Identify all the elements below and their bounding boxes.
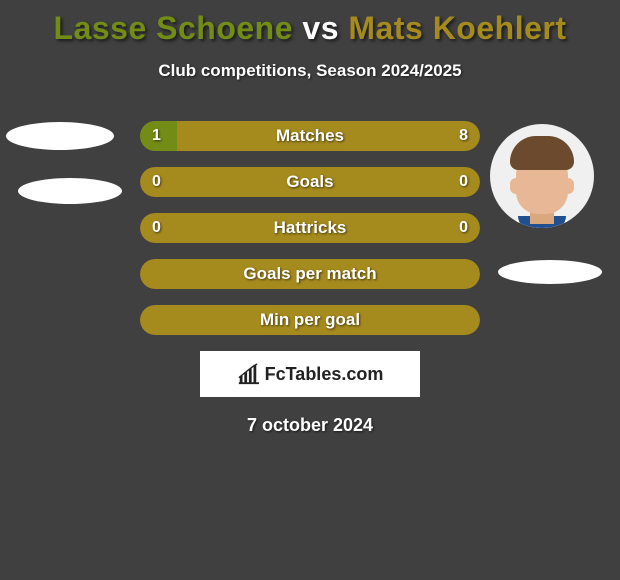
stat-value-left: 1 — [152, 121, 161, 151]
bar-chart-icon — [237, 363, 259, 385]
stat-label: Goals — [140, 167, 480, 197]
stat-label: Hattricks — [140, 213, 480, 243]
logo-text: FcTables.com — [265, 364, 384, 385]
stat-row: Goals0 0 — [140, 167, 480, 197]
stat-value-right: 8 — [459, 121, 468, 151]
comparison-title: Lasse Schoene vs Mats Koehlert — [0, 0, 620, 47]
stat-value-right: 0 — [459, 213, 468, 243]
title-player2: Mats Koehlert — [348, 10, 566, 46]
player2-face-illustration — [490, 124, 594, 228]
player2-avatar-placeholder — [498, 260, 602, 284]
player1-avatar-placeholder-1 — [6, 122, 114, 150]
stat-value-left: 0 — [152, 167, 161, 197]
title-vs: vs — [302, 10, 339, 46]
fctables-logo: FcTables.com — [200, 351, 420, 397]
stat-value-left: 0 — [152, 213, 161, 243]
stat-row: Goals per match — [140, 259, 480, 289]
date: 7 october 2024 — [0, 415, 620, 436]
stats-rows: Matches18Goals00Hattricks00Goals per mat… — [140, 121, 480, 335]
subtitle: Club competitions, Season 2024/2025 — [0, 61, 620, 81]
title-player1: Lasse Schoene — [54, 10, 294, 46]
stat-label: Goals per match — [140, 259, 480, 289]
player2-avatar — [490, 124, 594, 228]
stat-value-right: 0 — [459, 167, 468, 197]
stat-row: Matches1 8 — [140, 121, 480, 151]
stat-label: Min per goal — [140, 305, 480, 335]
stat-label: Matches — [140, 121, 480, 151]
stat-row: Hattricks0 0 — [140, 213, 480, 243]
stat-row: Min per goal — [140, 305, 480, 335]
player1-avatar-placeholder-2 — [18, 178, 122, 204]
